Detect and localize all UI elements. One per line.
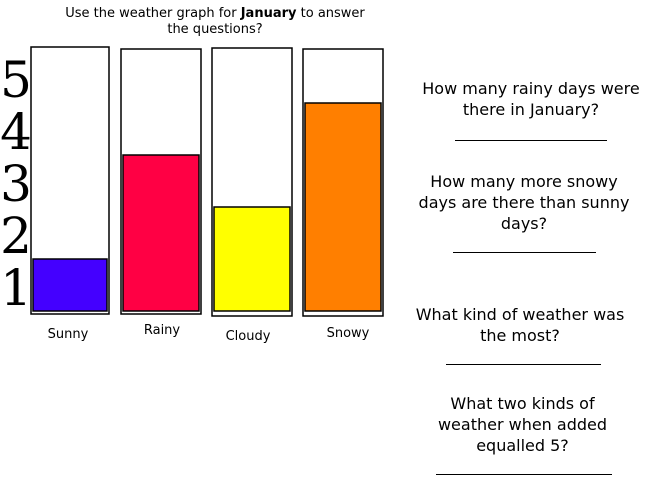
- y-tick-label: 4: [0, 103, 32, 161]
- y-tick-label: 2: [0, 207, 32, 265]
- y-tick-label: 1: [0, 259, 32, 317]
- bar: [32, 258, 108, 312]
- answer-line-4[interactable]: [436, 474, 612, 475]
- answer-line-3[interactable]: [446, 364, 601, 365]
- y-tick-label: 5: [0, 51, 32, 109]
- bar: [213, 206, 291, 312]
- category-label: Cloudy: [226, 329, 271, 344]
- category-label: Rainy: [144, 323, 181, 338]
- question-two-kinds: What two kinds of weather when added equ…: [437, 394, 608, 455]
- question-snowy-vs-sunny: How many more snowy days are there than …: [418, 172, 630, 233]
- question-most-weather: What kind of weather was the most?: [415, 305, 625, 345]
- category-label: Snowy: [327, 326, 370, 341]
- instructions-month: January: [240, 6, 297, 21]
- question-rainy-days: How many rainy days were there in Januar…: [422, 79, 640, 119]
- y-tick-label: 3: [0, 155, 32, 213]
- bar: [304, 102, 382, 312]
- category-label: Sunny: [48, 327, 89, 342]
- instructions-suffix: to answer the questions?: [167, 6, 365, 37]
- answer-line-1[interactable]: [455, 140, 607, 141]
- answer-line-2[interactable]: [453, 252, 596, 253]
- bar: [122, 154, 200, 312]
- instructions-prefix: Use the weather graph for: [65, 6, 241, 21]
- instructions-text: Use the weather graph for January to ans…: [60, 6, 370, 38]
